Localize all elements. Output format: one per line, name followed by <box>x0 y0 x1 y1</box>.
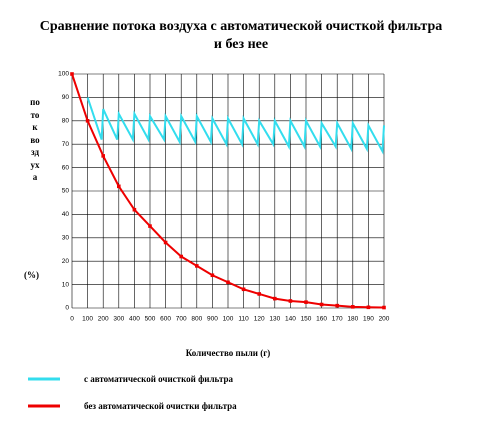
x-tick-label: 100 <box>223 316 234 323</box>
y-axis-label: поток воздуха <box>30 97 40 182</box>
y-axis-unit: (%) <box>24 270 39 280</box>
x-tick-label: 120 <box>254 316 265 323</box>
x-tick-label: 140 <box>285 316 296 323</box>
point-marker <box>257 292 261 296</box>
chart-title-line2: и без нее <box>214 37 268 52</box>
y-tick-label: 70 <box>62 141 70 148</box>
y-tick-label: 20 <box>62 258 70 265</box>
point-marker <box>101 154 105 158</box>
x-tick-label: 100 <box>82 316 93 323</box>
x-axis-label: Количество пыли (г) <box>186 348 271 358</box>
point-marker <box>148 224 152 228</box>
x-tick-label: 180 <box>347 316 358 323</box>
point-marker <box>382 305 386 310</box>
x-tick-label: 200 <box>379 316 390 323</box>
x-tick-label: 110 <box>238 316 249 323</box>
x-tick-label: 800 <box>191 316 202 323</box>
point-marker <box>195 264 199 268</box>
y-tick-label: 100 <box>58 71 69 78</box>
point-marker <box>132 207 137 212</box>
y-tick-label: 90 <box>62 94 70 101</box>
point-marker <box>117 184 121 189</box>
point-marker <box>273 296 277 301</box>
legend-label: без автоматической очистки фильтра <box>84 401 237 411</box>
point-marker <box>288 299 293 303</box>
point-marker <box>366 305 371 310</box>
point-marker <box>226 280 230 285</box>
x-tick-label: 400 <box>129 316 140 323</box>
x-tick-label: 190 <box>363 316 374 323</box>
point-marker <box>85 119 90 123</box>
point-marker <box>335 303 339 308</box>
y-tick-label: 30 <box>62 235 70 242</box>
point-marker <box>179 254 183 259</box>
chart-title: Сравнение потока воздуха с автоматическо… <box>40 19 443 34</box>
x-tick-label: 300 <box>113 316 124 323</box>
x-tick-label: 0 <box>70 316 74 323</box>
point-marker <box>163 240 168 245</box>
y-tick-label: 40 <box>62 211 70 218</box>
x-tick-label: 200 <box>98 316 109 323</box>
y-tick-label: 50 <box>62 188 70 195</box>
series-line <box>86 97 385 155</box>
x-tick-label: 700 <box>176 316 187 323</box>
y-tick-label: 10 <box>62 281 70 288</box>
x-tick-label: 170 <box>332 316 343 323</box>
x-tick-label: 150 <box>301 316 312 323</box>
point-marker <box>351 305 355 309</box>
point-marker <box>241 287 246 292</box>
y-tick-label: 80 <box>62 118 70 125</box>
x-tick-label: 160 <box>316 316 327 323</box>
y-tick-label: 0 <box>65 305 69 312</box>
legend-label: с автоматической очисткой фильтра <box>84 374 233 384</box>
point-marker <box>319 302 324 307</box>
x-tick-label: 130 <box>269 316 280 323</box>
point-marker <box>304 300 308 304</box>
y-tick-label: 60 <box>62 164 70 171</box>
x-tick-label: 600 <box>160 316 171 323</box>
point-marker <box>70 72 74 76</box>
x-tick-label: 900 <box>207 316 218 323</box>
x-tick-label: 500 <box>145 316 156 323</box>
point-marker <box>210 273 215 278</box>
